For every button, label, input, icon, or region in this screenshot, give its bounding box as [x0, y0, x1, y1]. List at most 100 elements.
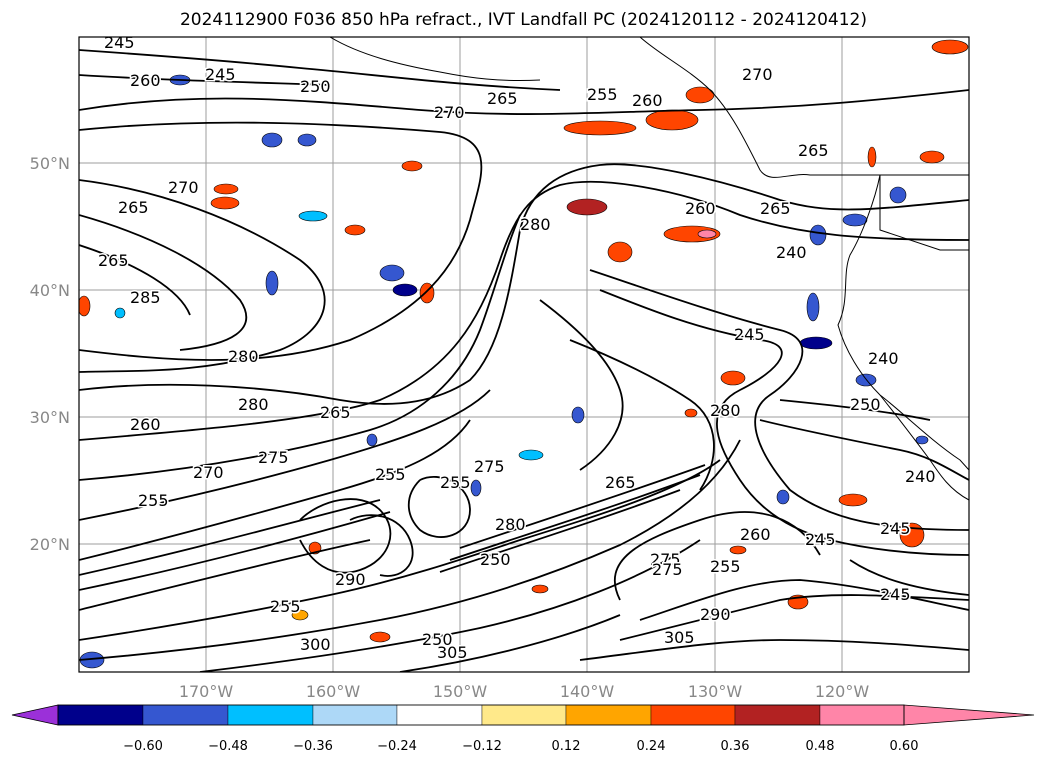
- anomaly-patch: [729, 545, 747, 555]
- contour-label: 245: [880, 519, 911, 538]
- anomaly-patch: [645, 109, 699, 131]
- contour-label: 270: [193, 463, 224, 482]
- contour-label: 280: [495, 515, 526, 534]
- colorbar-extend-low: [11, 704, 59, 726]
- anomaly-patch: [379, 264, 405, 282]
- anomaly-patch: [291, 609, 309, 621]
- contour-label: 240: [868, 349, 899, 368]
- contour-line: [407, 475, 471, 538]
- contour-label: 305: [437, 643, 468, 662]
- anomaly-patch: [776, 489, 790, 505]
- colorbar-segment: [565, 704, 652, 726]
- anomaly-patch: [720, 370, 746, 386]
- contour-label: 245: [734, 325, 765, 344]
- anomaly-patch: [697, 229, 717, 239]
- contour-label: 280: [228, 347, 259, 366]
- contour-line: [79, 244, 191, 316]
- contour-label: 240: [776, 243, 807, 262]
- anomaly-patch: [607, 241, 633, 263]
- contour-label: 270: [742, 65, 773, 84]
- contour-line: [79, 389, 491, 521]
- lat-label-30n: 30°N: [30, 408, 70, 427]
- contour-line: [199, 539, 701, 672]
- colorbar-segment: [734, 704, 821, 726]
- anomaly-patch: [919, 150, 945, 164]
- west-coast: [837, 174, 969, 471]
- longitude-axis: 170°W 160°W 150°W 140°W 130°W 120°W: [179, 682, 870, 701]
- contour-line: [79, 179, 326, 373]
- anomaly-patch: [685, 86, 715, 104]
- contour-label: 265: [798, 141, 829, 160]
- contour-label: 280: [520, 215, 551, 234]
- colorbar-segment: [650, 704, 736, 726]
- anomaly-patch: [401, 160, 423, 172]
- contour-line: [399, 614, 621, 672]
- contour-label: 250: [850, 395, 881, 414]
- contour-line: [849, 559, 969, 596]
- lon-label-170w: 170°W: [179, 682, 234, 701]
- refractivity-contours: [79, 49, 969, 672]
- contour-line: [539, 299, 624, 471]
- anomaly-patch: [867, 146, 877, 168]
- contour-label: 305: [664, 628, 695, 647]
- contour-line: [79, 214, 248, 351]
- latitude-axis: 50°N 40°N 30°N 20°N: [30, 154, 70, 554]
- lon-label-150w: 150°W: [433, 682, 488, 701]
- contour-label: 265: [487, 89, 518, 108]
- contour-label: 265: [605, 473, 636, 492]
- colorbar-tick-label: −0.36: [293, 739, 333, 754]
- contour-label: 255: [710, 557, 741, 576]
- contour-label: 265: [118, 198, 149, 217]
- contour-label: 270: [434, 103, 465, 122]
- colorbar-outline: [57, 704, 905, 726]
- contour-label: 280: [710, 401, 741, 420]
- anomaly-patch: [566, 198, 608, 216]
- anomaly-patch: [366, 433, 378, 447]
- anomaly-patch: [114, 307, 126, 319]
- anomaly-patch: [571, 406, 585, 424]
- anomaly-patch: [213, 183, 239, 195]
- contour-label: 300: [300, 635, 331, 654]
- contour-label: 245: [104, 33, 135, 52]
- contour-label: 290: [700, 605, 731, 624]
- contour-line: [349, 514, 414, 577]
- anomaly-patch: [799, 336, 833, 350]
- contour-label: 255: [375, 465, 406, 484]
- contour-label: 285: [130, 288, 161, 307]
- graticule: [79, 37, 969, 672]
- contour-line: [599, 289, 969, 556]
- colorbar-segment: [57, 704, 144, 726]
- colorbar-extend-high: [903, 704, 1035, 726]
- anomaly-patch: [531, 584, 549, 594]
- anomaly-patch: [809, 224, 827, 246]
- lon-label-130w: 130°W: [688, 682, 743, 701]
- colorbar-segment: [481, 704, 567, 726]
- contour-line: [79, 439, 741, 661]
- anomaly-patch: [261, 132, 283, 148]
- colorbar-tick-label: 0.36: [721, 739, 750, 754]
- colorbar-segment: [312, 704, 398, 726]
- aleutian-coastline: [329, 37, 541, 82]
- anomaly-patch: [470, 479, 482, 497]
- lon-label-120w: 120°W: [815, 682, 870, 701]
- anomaly-patch: [806, 292, 820, 322]
- colorbar-segment: [227, 704, 314, 726]
- contour-label-layer: 245 260 245 250 265 270 255 260 270 265 …: [97, 33, 938, 664]
- anomaly-patch: [79, 295, 91, 317]
- contour-line: [299, 498, 392, 574]
- contour-label: 275: [258, 448, 289, 467]
- contour-label: 280: [238, 395, 269, 414]
- contour-line: [79, 121, 483, 361]
- contour-line: [79, 539, 371, 611]
- lat-label-20n: 20°N: [30, 535, 70, 554]
- contour-label: 275: [650, 550, 681, 569]
- contour-line: [619, 594, 969, 641]
- contour-line: [79, 89, 969, 115]
- contour-label: 250: [480, 550, 511, 569]
- contour-label: 255: [270, 597, 301, 616]
- contour-label: 260: [130, 415, 161, 434]
- lon-label-160w: 160°W: [306, 682, 361, 701]
- contour-line: [79, 74, 331, 86]
- contour-label: 265: [320, 403, 351, 422]
- colorbar-segment: [142, 704, 229, 726]
